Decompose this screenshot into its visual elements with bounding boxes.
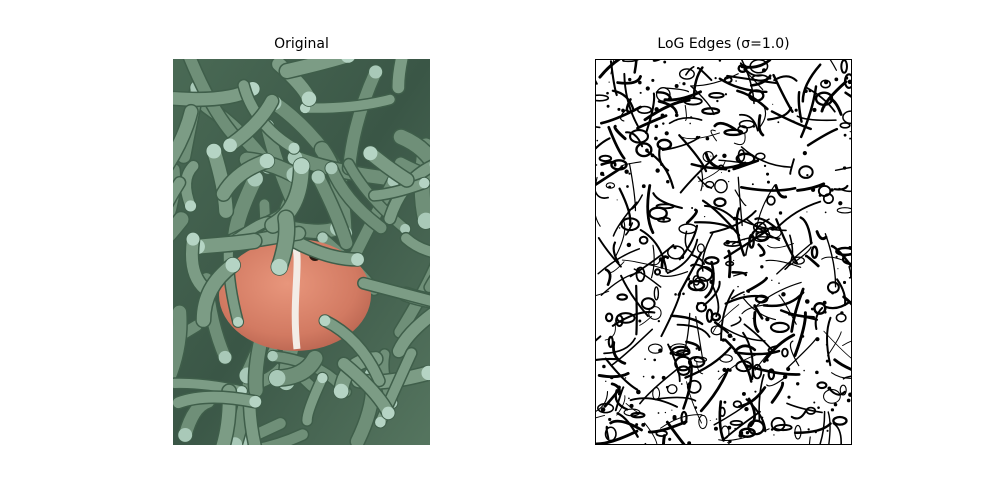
log-edges-title: LoG Edges (σ=1.0) xyxy=(657,36,790,52)
log-edges-image xyxy=(595,59,852,445)
anemone-photo xyxy=(173,59,430,445)
original-image-title: Original xyxy=(274,36,329,52)
edge-map xyxy=(596,60,851,444)
original-image xyxy=(173,59,430,445)
